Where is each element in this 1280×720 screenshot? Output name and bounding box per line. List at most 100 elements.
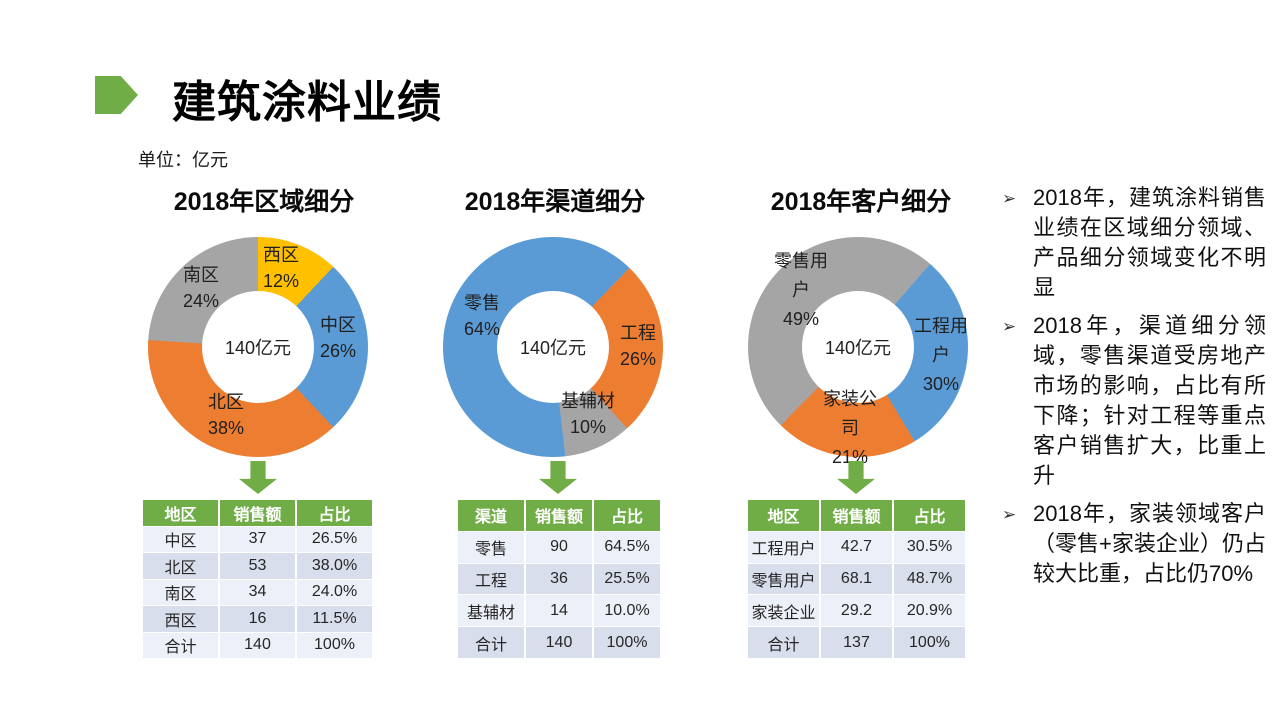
segment-pct: 49% [782, 309, 820, 329]
table-cell: 68.1 [821, 563, 892, 595]
table-cell: 140 [220, 632, 295, 658]
segment-name: 西区 [263, 245, 299, 265]
down-arrow-icon [539, 461, 577, 494]
table-header-cell: 占比 [894, 500, 965, 531]
insight-item: ➢ 2018年，家装领域客户（零售+家装企业）仍占较大比重，占比仍70% [1002, 499, 1266, 589]
segment-label: 零售 64% [464, 290, 500, 342]
table-cell: 16 [220, 606, 295, 632]
segment-name: 零售用户 [774, 251, 828, 300]
table-cell: 合计 [458, 627, 524, 658]
table-header-cell: 占比 [297, 500, 372, 526]
segment-pct: 10% [569, 417, 607, 437]
bullet-arrow-icon: ➢ [1002, 317, 1017, 336]
segment-label: 中区 26% [320, 312, 356, 364]
segment-pct: 24% [182, 291, 220, 311]
table-cell: 42.7 [821, 531, 892, 563]
channel-data-table: 渠道 销售额 占比零售 90 64.5% 工程 36 25.5% 基辅材 14 10.0% 合计 140… [458, 500, 660, 658]
table-header-cell: 地区 [748, 500, 819, 531]
table-cell: 100% [594, 627, 660, 658]
segment-pct: 30% [922, 374, 960, 394]
segment-name: 南区 [183, 265, 219, 285]
page-title: 建筑涂料业绩 [172, 78, 442, 127]
title-pentagon-icon [95, 76, 138, 114]
down-arrow-icon [239, 461, 277, 494]
segment-pct: 38% [207, 418, 245, 438]
donut-center-label: 140亿元 [224, 338, 292, 358]
table-header-cell: 销售额 [821, 500, 892, 531]
donut-center-label: 140亿元 [519, 338, 587, 358]
table-cell: 48.7% [894, 563, 965, 595]
table-cell: 家装企业 [748, 595, 819, 627]
table-cell: 11.5% [297, 606, 372, 632]
table-cell: 100% [894, 627, 965, 658]
table-cell: 36 [526, 563, 592, 595]
table-header-cell: 地区 [143, 500, 218, 526]
insight-text: 2018年，家装领域客户（零售+家装企业）仍占较大比重，占比仍70% [1033, 501, 1266, 586]
table-cell: 25.5% [594, 563, 660, 595]
table-cell: 零售 [458, 531, 524, 563]
table-cell: 64.5% [594, 531, 660, 563]
table-cell: 34 [220, 579, 295, 605]
donut-center-label: 140亿元 [824, 338, 892, 358]
insight-text: 2018年，建筑涂料销售业绩在区域细分领域、产品细分领域变化不明显 [1033, 185, 1266, 300]
table-cell: 26.5% [297, 526, 372, 552]
segment-label: 基辅材 10% [561, 388, 615, 440]
segment-pct: 26% [619, 349, 657, 369]
insights-list: ➢ 2018年，建筑涂料销售业绩在区域细分领域、产品细分领域变化不明显 ➢ 20… [1002, 183, 1266, 597]
segment-label: 北区 38% [208, 389, 244, 441]
segment-name: 家装公司 [823, 389, 877, 438]
table-cell: 30.5% [894, 531, 965, 563]
insight-item: ➢ 2018年，渠道细分领域，零售渠道受房地产市场的影响，占比有所下降；针对工程… [1002, 311, 1266, 491]
table-cell: 10.0% [594, 595, 660, 627]
segment-label: 工程 26% [620, 320, 656, 372]
table-cell: 37 [220, 526, 295, 552]
donut-hole [802, 291, 914, 403]
segment-label: 零售用户 49% [772, 247, 830, 334]
table-cell: 工程 [458, 563, 524, 595]
table-header-cell: 渠道 [458, 500, 524, 531]
table-header-cell: 占比 [594, 500, 660, 531]
bullet-arrow-icon: ➢ [1002, 505, 1017, 524]
table-cell: 南区 [143, 579, 218, 605]
segment-label: 南区 24% [183, 262, 219, 314]
insight-item: ➢ 2018年，建筑涂料销售业绩在区域细分领域、产品细分领域变化不明显 [1002, 183, 1266, 303]
table-cell: 基辅材 [458, 595, 524, 627]
donut-chart-channel [443, 237, 663, 457]
segment-name: 工程用户 [914, 316, 968, 365]
table-cell: 137 [821, 627, 892, 658]
segment-name: 零售 [464, 293, 500, 313]
segment-label: 家装公司 21% [821, 385, 879, 472]
region-data-table: 地区 销售额 占比 中区 37 26.5% 北区 53 38.0% 南区 34 24.0% 西区 16 11… [143, 500, 372, 658]
table-cell: 零售用户 [748, 563, 819, 595]
segment-name: 北区 [208, 392, 244, 412]
table-header-cell: 销售额 [220, 500, 295, 526]
donut-chart-customer [748, 237, 968, 457]
segment-label: 工程用户 30% [912, 312, 970, 399]
table-cell: 合计 [143, 632, 218, 658]
table-cell: 90 [526, 531, 592, 563]
chart-title-region: 2018年区域细分 [173, 188, 355, 216]
segment-name: 中区 [320, 315, 356, 335]
table-cell: 38.0% [297, 553, 372, 579]
table-cell: 中区 [143, 526, 218, 552]
table-cell: 合计 [748, 627, 819, 658]
unit-label: 单位：亿元 [138, 150, 228, 170]
segment-pct: 12% [262, 271, 300, 291]
table-cell: 工程用户 [748, 531, 819, 563]
table-cell: 100% [297, 632, 372, 658]
table-cell: 29.2 [821, 595, 892, 627]
bullet-arrow-icon: ➢ [1002, 189, 1017, 208]
table-header-cell: 销售额 [526, 500, 592, 531]
donut-chart-region [148, 237, 368, 457]
donut-hole [497, 291, 609, 403]
segment-name: 基辅材 [561, 391, 615, 411]
segment-name: 工程 [620, 323, 656, 343]
segment-label: 西区 12% [263, 242, 299, 294]
donut-hole [202, 291, 314, 403]
table-cell: 14 [526, 595, 592, 627]
table-cell: 140 [526, 627, 592, 658]
segment-pct: 26% [319, 341, 357, 361]
table-cell: 北区 [143, 553, 218, 579]
table-cell: 20.9% [894, 595, 965, 627]
